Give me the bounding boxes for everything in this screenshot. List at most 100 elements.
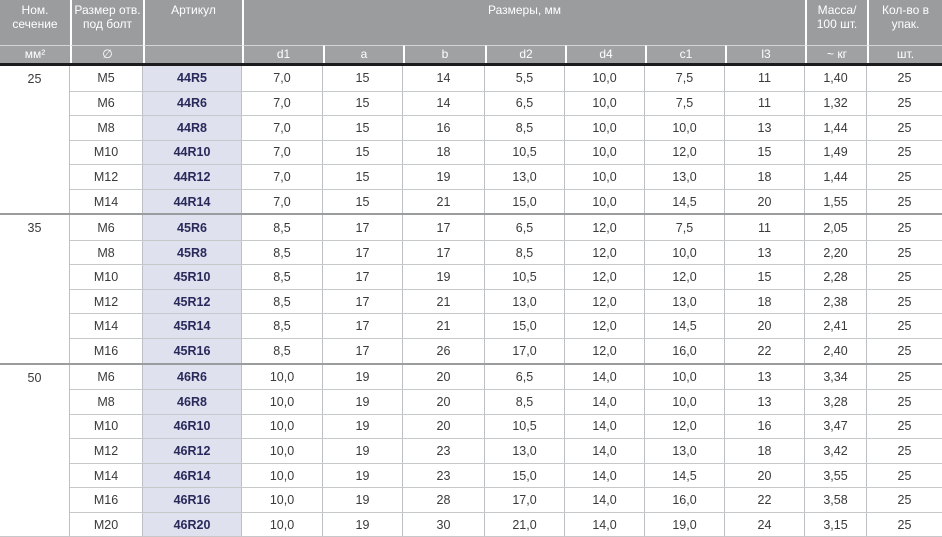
table-row: M16 45R16 8,5 17 26 17,0 12,0 16,0 22 2,40 25 — [70, 338, 942, 363]
cell-bolt: M12 — [70, 165, 143, 189]
cell-d4: 10,0 — [565, 140, 645, 165]
cell-c1: 12,0 — [645, 140, 725, 165]
cell-c1: 14,5 — [645, 189, 725, 214]
cell-qty: 25 — [897, 96, 912, 111]
cell-qty: 25 — [897, 294, 912, 309]
cell-d4: 14,0 — [565, 463, 645, 488]
cell-mass: 1,40 — [805, 66, 867, 91]
cell-l3: 13 — [725, 240, 805, 265]
cell-bolt: M5 — [70, 66, 143, 91]
cell-d2: 10,5 — [485, 265, 565, 289]
cell-bolt: M14 — [70, 463, 143, 488]
cell-qty: 25 — [897, 443, 912, 458]
cell-a: 15 — [323, 165, 403, 189]
table-row: M16 46R16 10,0 19 28 17,0 14,0 16,0 22 3,58 25 — [70, 487, 942, 512]
cell-mass: 2,41 — [805, 314, 867, 339]
cell-a: 17 — [323, 265, 403, 289]
cell-qty: 25 — [897, 343, 912, 358]
cell-mass: 1,44 — [805, 165, 867, 189]
cell-article: 46R14 — [143, 463, 242, 488]
cell-b: 21 — [403, 189, 485, 214]
cell-mass: 2,40 — [805, 339, 867, 363]
cell-article: 45R12 — [143, 289, 242, 314]
cell-mass: 1,44 — [805, 116, 867, 140]
cell-d4: 14,0 — [565, 439, 645, 463]
cell-c1: 13,0 — [645, 289, 725, 314]
cell-article: 46R6 — [143, 364, 242, 390]
cell-qty: 25 — [897, 71, 912, 86]
cell-qty: 25 — [897, 194, 912, 209]
table-row: M12 45R12 8,5 17 21 13,0 12,0 13,0 18 2,38 25 — [70, 288, 942, 314]
cell-article: 45R8 — [143, 240, 242, 265]
cell-d4: 14,0 — [565, 414, 645, 439]
cell-mass: 3,34 — [805, 364, 867, 390]
cell-d1: 10,0 — [242, 463, 323, 488]
table-row: M14 46R14 10,0 19 23 15,0 14,0 14,5 20 3,55 25 — [70, 462, 942, 488]
table-row: M14 45R14 8,5 17 21 15,0 12,0 14,5 20 2,41 25 — [70, 313, 942, 339]
cell-d4: 12,0 — [565, 215, 645, 240]
cell-qty: 25 — [897, 145, 912, 160]
cell-bolt: M6 — [70, 364, 143, 390]
header-dim-d4: d4 — [565, 45, 645, 63]
table-row: M5 44R5 7,0 15 14 5,5 10,0 7,5 11 1,40 25 — [70, 66, 942, 91]
cell-a: 19 — [323, 463, 403, 488]
cell-l3: 11 — [725, 215, 805, 240]
cell-bolt: M6 — [70, 91, 143, 116]
cell-a: 17 — [323, 240, 403, 265]
cell-c1: 14,5 — [645, 463, 725, 488]
cell-article: 44R12 — [143, 165, 242, 189]
cell-d1: 10,0 — [242, 488, 323, 512]
table-row: M12 46R12 10,0 19 23 13,0 14,0 13,0 18 3,42 25 — [70, 438, 942, 463]
cell-a: 19 — [323, 488, 403, 512]
cell-d2: 17,0 — [485, 488, 565, 512]
cell-bolt: M8 — [70, 240, 143, 265]
cell-d1: 7,0 — [242, 165, 323, 189]
cell-article: 44R14 — [143, 189, 242, 214]
cell-l3: 13 — [725, 364, 805, 390]
cell-bolt: M10 — [70, 414, 143, 439]
cell-d4: 10,0 — [565, 189, 645, 214]
cell-bolt: M12 — [70, 439, 143, 463]
cell-c1: 16,0 — [645, 488, 725, 512]
cell-c1: 13,0 — [645, 439, 725, 463]
cell-d4: 12,0 — [565, 289, 645, 314]
cell-bolt: M16 — [70, 339, 143, 363]
cell-c1: 10,0 — [645, 364, 725, 390]
cell-mass: 3,42 — [805, 439, 867, 463]
cell-b: 20 — [403, 390, 485, 414]
table-header: Ном. сечение Размер отв. под болт Артику… — [0, 0, 942, 63]
cell-d1: 8,5 — [242, 265, 323, 289]
header-dim-d2: d2 — [485, 45, 565, 63]
cell-a: 15 — [323, 140, 403, 165]
cell-l3: 13 — [725, 116, 805, 140]
cell-d1: 8,5 — [242, 215, 323, 240]
cell-b: 17 — [403, 215, 485, 240]
cell-l3: 16 — [725, 414, 805, 439]
cell-d4: 12,0 — [565, 240, 645, 265]
cell-d4: 12,0 — [565, 314, 645, 339]
header-dimensions: Размеры, мм — [242, 0, 805, 45]
cell-article: 46R12 — [143, 439, 242, 463]
cell-l3: 18 — [725, 439, 805, 463]
cell-d1: 7,0 — [242, 189, 323, 214]
header-mass: Масса/ 100 шт. — [805, 0, 867, 45]
cell-mass: 2,20 — [805, 240, 867, 265]
cell-a: 17 — [323, 314, 403, 339]
cell-a: 19 — [323, 364, 403, 390]
header-unit-mm2: мм² — [0, 45, 70, 63]
cell-b: 14 — [403, 66, 485, 91]
cell-d4: 14,0 — [565, 364, 645, 390]
cell-b: 26 — [403, 339, 485, 363]
cell-mass: 1,55 — [805, 189, 867, 214]
table-group: 35 M6 45R6 8,5 17 17 6,5 12,0 7,5 11 2,05 25 M8 45R8 8… — [0, 213, 942, 363]
cell-bolt: M8 — [70, 116, 143, 140]
cell-l3: 22 — [725, 488, 805, 512]
header-unit-diameter: ∅ — [70, 45, 143, 63]
cell-c1: 12,0 — [645, 265, 725, 289]
cell-mass: 3,58 — [805, 488, 867, 512]
cell-c1: 10,0 — [645, 390, 725, 414]
cell-d4: 12,0 — [565, 265, 645, 289]
cell-b: 30 — [403, 512, 485, 537]
cell-d2: 6,5 — [485, 364, 565, 390]
